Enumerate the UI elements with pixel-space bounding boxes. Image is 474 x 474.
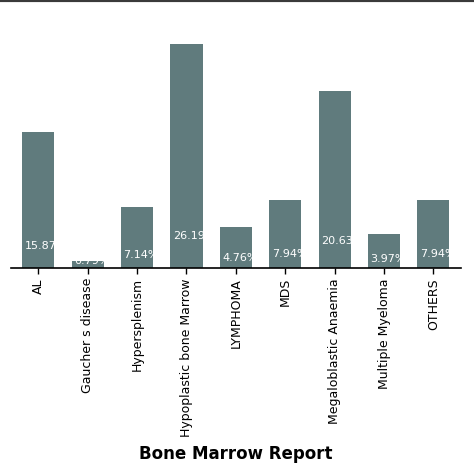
Bar bbox=[170, 44, 202, 268]
Bar bbox=[121, 207, 153, 268]
Text: 26.19%: 26.19% bbox=[173, 231, 215, 241]
Text: 15.87%: 15.87% bbox=[25, 241, 67, 251]
Text: 7.14%: 7.14% bbox=[123, 250, 159, 260]
Bar bbox=[22, 132, 55, 268]
Text: 7.94%: 7.94% bbox=[272, 249, 307, 259]
Text: 20.63%: 20.63% bbox=[321, 237, 364, 246]
Text: 3.97%: 3.97% bbox=[370, 254, 406, 264]
Text: 7.94%: 7.94% bbox=[420, 249, 456, 259]
Bar bbox=[417, 200, 449, 268]
Text: 0.79%: 0.79% bbox=[74, 255, 109, 265]
Bar bbox=[368, 234, 400, 268]
Bar bbox=[269, 200, 301, 268]
Bar bbox=[319, 91, 351, 268]
Bar bbox=[72, 261, 104, 268]
Text: 4.76%: 4.76% bbox=[222, 253, 258, 263]
X-axis label: Bone Marrow Report: Bone Marrow Report bbox=[139, 445, 333, 463]
Bar bbox=[220, 227, 252, 268]
